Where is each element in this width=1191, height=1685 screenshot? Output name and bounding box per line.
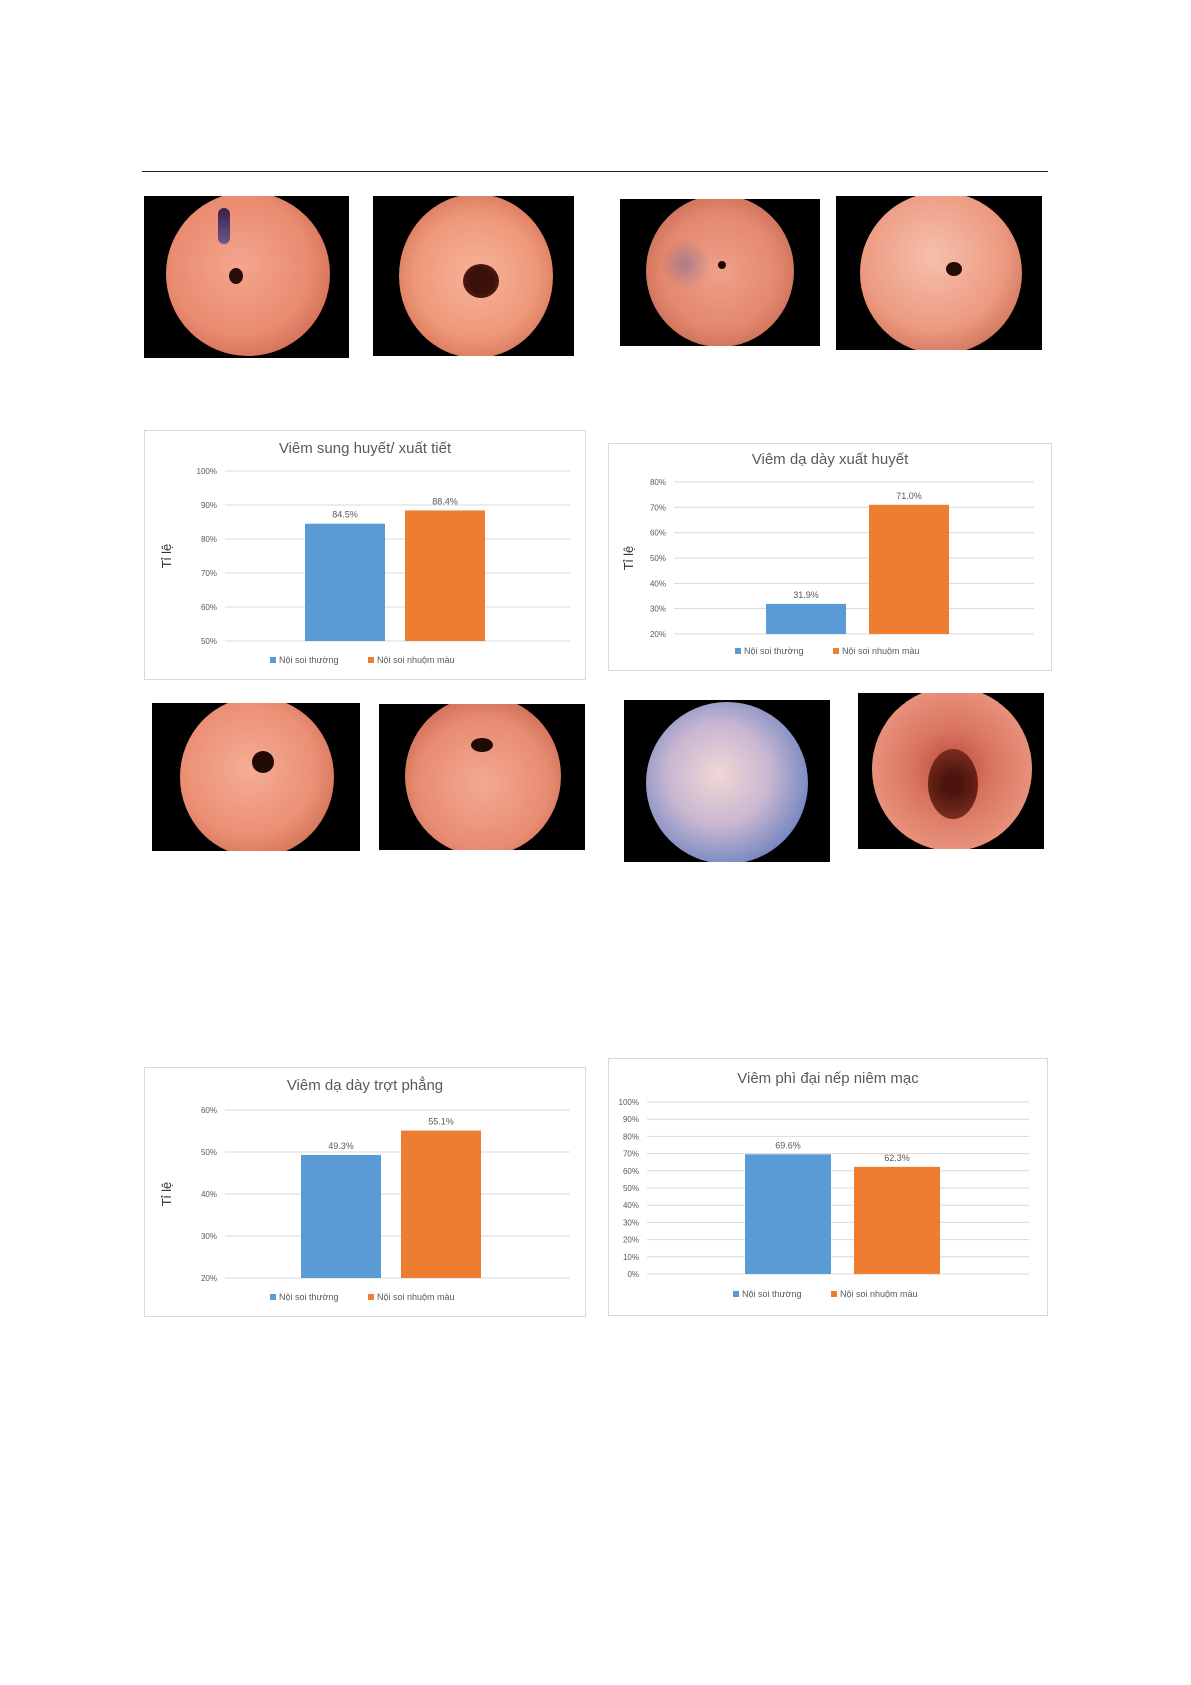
chart-svg: Viêm dạ dày xuất huyết 80% 70% 60% 50% 40% 30%… bbox=[621, 451, 1034, 656]
data-label: 71.0% bbox=[896, 491, 922, 501]
chart-title: Viêm dạ dày xuất huyết bbox=[752, 451, 909, 468]
chart-svg: Viêm sung huyết/ xuất tiết 100% 90% 80% 70% 6… bbox=[159, 440, 570, 665]
data-label: 88.4% bbox=[432, 496, 458, 506]
endoscopy-image bbox=[144, 196, 349, 358]
legend-label: Nội soi nhuộm màu bbox=[842, 646, 920, 656]
bar bbox=[745, 1154, 831, 1274]
chart-panel: Viêm dạ dày xuất huyết 80% 70% 60% 50% 40% 30%… bbox=[608, 443, 1052, 671]
legend-swatch bbox=[831, 1291, 837, 1297]
data-label: 49.3% bbox=[328, 1141, 354, 1151]
y-tick-label: 50% bbox=[650, 554, 666, 563]
legend-swatch bbox=[368, 1294, 374, 1300]
legend-label: Nội soi thường bbox=[742, 1289, 801, 1299]
y-tick-label: 70% bbox=[201, 569, 217, 578]
y-tick-label: 80% bbox=[623, 1132, 639, 1141]
data-label: 31.9% bbox=[793, 590, 819, 600]
y-tick-label: 30% bbox=[623, 1218, 639, 1227]
chart-svg: Viêm dạ dày trợt phẳng 60% 50% 40% 30% 20% Tỉ … bbox=[159, 1076, 570, 1302]
legend-label: Nội soi nhuộm màu bbox=[377, 1292, 455, 1302]
data-label: 69.6% bbox=[775, 1140, 801, 1150]
y-tick-label: 100% bbox=[197, 467, 217, 476]
chart-panel: Viêm dạ dày trợt phẳng 60% 50% 40% 30% 20% Tỉ … bbox=[144, 1067, 586, 1317]
y-tick-label: 10% bbox=[623, 1253, 639, 1262]
y-tick-label: 20% bbox=[201, 1274, 217, 1283]
bar bbox=[305, 523, 385, 641]
y-tick-label: 0% bbox=[627, 1270, 639, 1279]
chart-title: Viêm dạ dày trợt phẳng bbox=[287, 1076, 443, 1094]
y-tick-label: 50% bbox=[623, 1184, 639, 1193]
legend-swatch bbox=[733, 1291, 739, 1297]
legend-label: Nội soi thường bbox=[744, 646, 803, 656]
bar bbox=[401, 1130, 481, 1278]
y-tick-label: 60% bbox=[650, 529, 666, 538]
chart-panel: Viêm sung huyết/ xuất tiết 100% 90% 80% 70% 6… bbox=[144, 430, 586, 680]
bar bbox=[869, 504, 949, 634]
chart-title: Viêm sung huyết/ xuất tiết bbox=[279, 440, 452, 457]
legend-swatch bbox=[270, 1294, 276, 1300]
bar bbox=[766, 603, 846, 634]
y-tick-label: 20% bbox=[623, 1236, 639, 1245]
bar bbox=[301, 1154, 381, 1278]
chart-panel: Viêm phì đại nếp niêm mạc 100% 90% 80% 70% 60… bbox=[608, 1058, 1048, 1316]
y-tick-label: 70% bbox=[650, 503, 666, 512]
y-axis-label: Tỉ lệ bbox=[621, 546, 636, 571]
endoscopy-image bbox=[624, 700, 830, 862]
endoscopy-image bbox=[379, 704, 585, 850]
y-tick-label: 90% bbox=[201, 501, 217, 510]
y-tick-label: 30% bbox=[650, 605, 666, 614]
legend-label: Nội soi nhuộm màu bbox=[840, 1289, 918, 1299]
legend-label: Nội soi thường bbox=[279, 1292, 338, 1302]
bar bbox=[854, 1166, 940, 1274]
y-tick-label: 90% bbox=[623, 1115, 639, 1124]
y-tick-label: 60% bbox=[623, 1167, 639, 1176]
chart-title: Viêm phì đại nếp niêm mạc bbox=[737, 1070, 919, 1087]
y-tick-label: 80% bbox=[201, 535, 217, 544]
legend-label: Nội soi thường bbox=[279, 655, 338, 665]
legend-swatch bbox=[833, 648, 839, 654]
y-tick-label: 50% bbox=[201, 1148, 217, 1157]
endoscopy-image bbox=[373, 196, 574, 356]
endoscopy-image bbox=[858, 693, 1044, 849]
endoscopy-image bbox=[620, 199, 820, 346]
y-axis-label: Tỉ lệ bbox=[159, 544, 174, 569]
legend-swatch bbox=[270, 657, 276, 663]
y-tick-label: 50% bbox=[201, 637, 217, 646]
data-label: 55.1% bbox=[428, 1117, 454, 1127]
endoscopy-image bbox=[152, 703, 360, 851]
legend-swatch bbox=[735, 648, 741, 654]
legend-label: Nội soi nhuộm màu bbox=[377, 655, 455, 665]
header-rule bbox=[142, 171, 1048, 172]
y-axis-label: Tỉ lệ bbox=[159, 1182, 174, 1207]
y-tick-label: 40% bbox=[201, 1190, 217, 1199]
y-tick-label: 40% bbox=[650, 579, 666, 588]
data-label: 84.5% bbox=[332, 510, 358, 520]
y-tick-label: 80% bbox=[650, 478, 666, 487]
chart-svg: Viêm phì đại nếp niêm mạc 100% 90% 80% 70% 60… bbox=[619, 1070, 1029, 1299]
data-label: 62.3% bbox=[884, 1153, 910, 1163]
endoscopy-image bbox=[836, 196, 1042, 350]
y-tick-label: 20% bbox=[650, 630, 666, 639]
y-tick-label: 40% bbox=[623, 1201, 639, 1210]
y-tick-label: 100% bbox=[619, 1098, 639, 1107]
bar bbox=[405, 510, 485, 641]
legend-swatch bbox=[368, 657, 374, 663]
y-tick-label: 30% bbox=[201, 1232, 217, 1241]
y-tick-label: 60% bbox=[201, 1106, 217, 1115]
y-tick-label: 70% bbox=[623, 1150, 639, 1159]
y-tick-label: 60% bbox=[201, 603, 217, 612]
